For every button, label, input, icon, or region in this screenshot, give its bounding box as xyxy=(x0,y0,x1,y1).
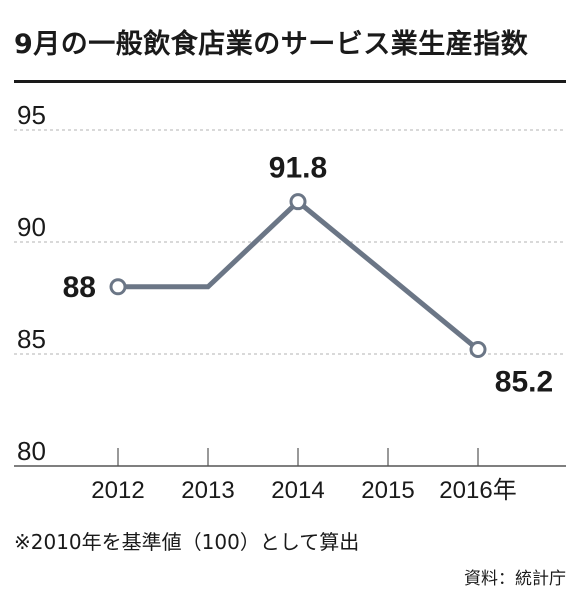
data-label: 91.8 xyxy=(269,152,327,185)
y-tick-label: 95 xyxy=(17,100,46,130)
data-point-marker xyxy=(289,193,307,211)
x-tick-label: 2013 xyxy=(181,477,234,504)
x-tick-label: 2015 xyxy=(361,477,414,504)
data-labels: 88 91.8 85.2 xyxy=(63,152,554,399)
chart-title: 9月の一般飲食店業のサービス業生産指数 xyxy=(14,29,529,60)
y-tick-label: 80 xyxy=(17,436,46,466)
gridlines xyxy=(14,129,566,355)
y-axis-ticks: 95 90 85 80 xyxy=(17,100,46,466)
data-point-marker xyxy=(469,341,487,359)
source-credit: 資料：統計庁 xyxy=(464,569,566,589)
x-tick-label: 2014 xyxy=(271,477,324,504)
data-markers xyxy=(109,193,487,359)
data-point-marker xyxy=(109,278,127,296)
x-tick-label: 2016年 xyxy=(439,477,516,504)
series-line xyxy=(118,198,480,352)
x-tick-label: 2012 xyxy=(91,477,144,504)
data-label: 88 xyxy=(63,271,96,304)
y-tick-label: 90 xyxy=(17,212,46,242)
y-tick-label: 85 xyxy=(17,324,46,354)
series-line-path xyxy=(118,198,480,352)
title-underline xyxy=(14,80,566,83)
footnote: ※2010年を基準値（100）として算出 xyxy=(14,530,360,554)
data-label: 85.2 xyxy=(495,366,553,399)
x-axis-ticks: 2012 2013 2014 2015 2016年 xyxy=(91,448,517,504)
